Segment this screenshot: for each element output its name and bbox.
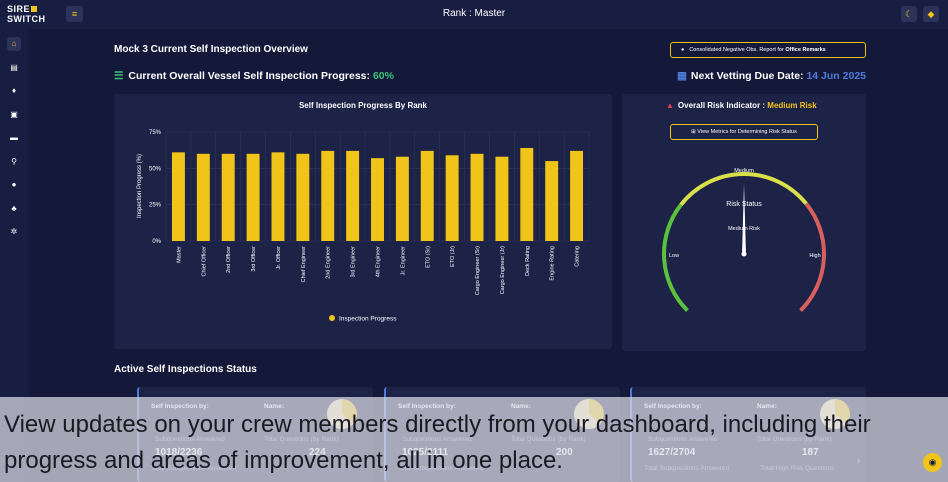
gauge-medium-label: Medium (734, 168, 754, 174)
warning-icon: ▲ (666, 101, 674, 110)
bar (395, 156, 409, 241)
bar (321, 150, 335, 241)
x-tick-label: Jr. Officer (276, 246, 282, 270)
table-icon: ⊞ (691, 129, 698, 135)
bar (520, 147, 534, 241)
legend-swatch (329, 315, 335, 321)
bar (545, 161, 559, 241)
info-icon: ● (681, 47, 685, 53)
calendar-icon: ▦ (677, 70, 687, 82)
x-tick-label: 4th Engineer (376, 246, 382, 277)
bar (271, 152, 285, 241)
caption-overlay (0, 397, 948, 482)
x-tick-label: Chief Officer (201, 246, 207, 277)
bar (470, 153, 484, 241)
document-icon[interactable]: ▤ (10, 62, 18, 72)
report-button-label: Consolidated Negative Obs. Report for (689, 47, 786, 53)
x-tick-label: Catering (575, 246, 581, 267)
overall-progress: ☰ Current Overall Vessel Self Inspection … (114, 70, 394, 82)
y-tick-label: 25% (149, 203, 162, 209)
x-tick-label: Master (176, 246, 182, 263)
x-tick-label: 3rd Officer (251, 246, 257, 272)
active-inspections-title: Active Self Inspections Status (114, 364, 257, 375)
x-tick-label: 3rd Engineer (351, 246, 357, 278)
users-icon[interactable]: ♣ (11, 203, 17, 213)
risk-title: ▲ Overall Risk Indicator : Medium Risk (666, 101, 817, 110)
moon-icon[interactable]: ☾ (901, 6, 917, 22)
x-tick-label: Chief Engineer (301, 246, 307, 283)
gauge-center-label: Risk Status (726, 201, 762, 208)
bar (445, 155, 459, 241)
gauge-hub (741, 251, 747, 257)
y-tick-label: 75% (149, 130, 162, 136)
home-icon[interactable]: ⌂ (7, 37, 21, 51)
bar (420, 150, 434, 241)
gauge-needle (742, 184, 746, 255)
metrics-button-label: View Metrics for Determining Risk Status (697, 129, 797, 135)
gauge-medium-arc (679, 172, 808, 206)
x-tick-label: 2nd Engineer (326, 246, 332, 279)
chat-icon[interactable]: ◉ (923, 453, 942, 472)
x-tick-label: Jr. Engineer (400, 246, 406, 276)
gear-icon[interactable]: ◆ (923, 6, 939, 22)
menu-icon[interactable]: ≡ (66, 6, 83, 22)
bar (246, 153, 260, 241)
bar (221, 153, 235, 241)
search-icon[interactable]: ⚲ (11, 156, 17, 166)
progress-label: Current Overall Vessel Self Inspection P… (128, 70, 373, 82)
risk-title-label: Overall Risk Indicator : (677, 101, 768, 110)
risk-indicator-panel: ▲ Overall Risk Indicator : Medium Risk ⊞ … (622, 94, 866, 351)
bar (171, 152, 185, 241)
user-check-icon[interactable]: ♦ (11, 86, 17, 95)
gauge-low-arc (662, 203, 689, 312)
chart-title: Self Inspection Progress By Rank (299, 101, 428, 110)
x-tick-label: Cargo Engineer (Jr) (500, 246, 506, 294)
y-axis-label: Inspection Progress (%) (137, 154, 143, 218)
caption-text: View updates on your crew members direct… (4, 411, 871, 474)
rank-progress-chart-panel: Self Inspection Progress By Rank Inspecti… (114, 94, 612, 349)
vetting-label: Next Vetting Due Date: (690, 70, 807, 82)
progress-icon: ☰ (114, 70, 124, 82)
settings-icon[interactable]: ✲ (10, 227, 18, 236)
risk-level: Medium Risk (767, 101, 817, 110)
page-title: Mock 3 Current Self Inspection Overview (114, 44, 308, 55)
bar (196, 153, 210, 241)
user-icon[interactable]: ● (11, 180, 17, 189)
app-logo[interactable]: SIRE SWITCH (7, 4, 47, 26)
x-tick-label: Deck Rating (525, 246, 531, 276)
folder-icon[interactable]: ▬ (10, 133, 18, 142)
vetting-date: 14 Jun 2025 (806, 70, 866, 82)
x-tick-label: Cargo Engineer (Sr) (475, 246, 481, 295)
gauge-high-label: High (809, 253, 820, 259)
logo-line-1: SIRE (7, 4, 47, 14)
logo-line-2: SWITCH (7, 14, 46, 24)
progress-value: 60% (372, 70, 394, 82)
bar (570, 150, 584, 241)
x-tick-label: 2nd Officer (226, 246, 232, 273)
gauge-high-arc (799, 202, 826, 312)
rank-progress-chart: Self Inspection Progress By Rank Inspecti… (137, 101, 590, 323)
bar (495, 156, 509, 241)
y-tick-label: 0% (152, 239, 161, 245)
next-vetting-date: ▦ Next Vetting Due Date: 14 Jun 2025 (677, 70, 866, 82)
view-metrics-button[interactable]: ⊞ View Metrics for Determining Risk Stat… (670, 124, 818, 140)
risk-gauge: Medium Risk Status Medium Risk Low High (662, 168, 826, 312)
file-icon[interactable]: ▣ (10, 109, 18, 119)
gauge-low-label: Low (669, 253, 679, 259)
x-tick-label: ETO (Sr) (425, 246, 431, 268)
report-button-bold: Office Remarks (785, 47, 826, 53)
x-tick-label: ETO (Jr) (450, 246, 456, 267)
gauge-value-label: Medium Risk (728, 226, 760, 232)
legend-label: Inspection Progress (339, 316, 397, 323)
bar (346, 150, 360, 241)
consolidated-report-button[interactable]: ● Consolidated Negative Obs. Report for O… (670, 42, 866, 58)
bar (296, 153, 310, 241)
x-tick-label: Engine Rating (550, 246, 556, 281)
rank-label: Rank : Master (442, 8, 506, 19)
y-tick-label: 50% (149, 166, 162, 172)
bar (371, 158, 384, 241)
top-bar: SIRE SWITCH ≡ Rank : Master ☾ ◆ (0, 0, 948, 29)
